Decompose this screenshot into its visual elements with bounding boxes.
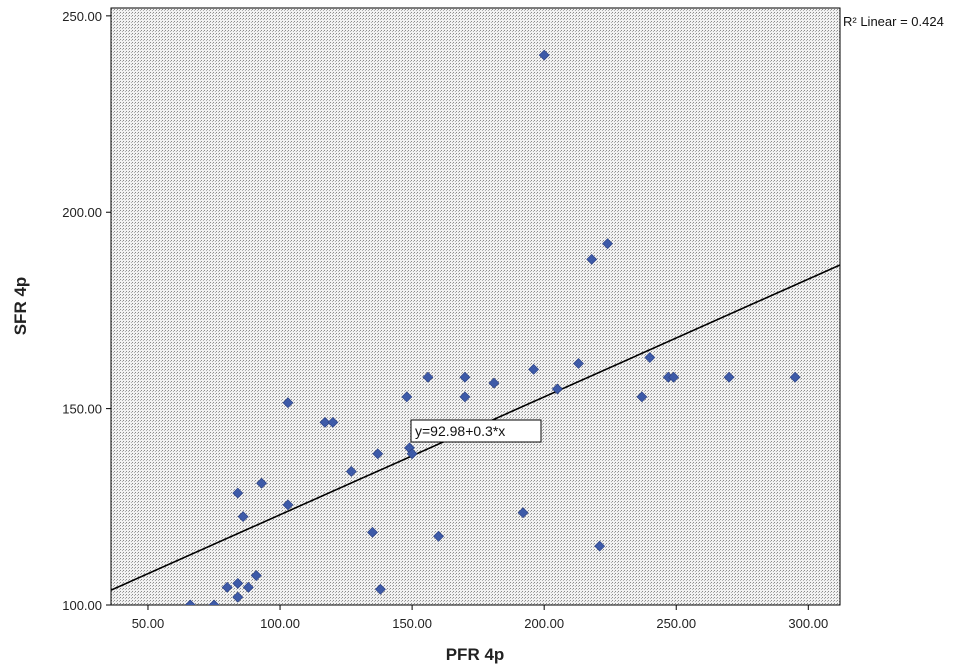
data-point xyxy=(208,599,220,605)
x-tick-label: 150.00 xyxy=(392,616,432,631)
x-tick-label: 300.00 xyxy=(788,616,828,631)
data-point xyxy=(789,371,801,383)
x-axis-title: PFR 4p xyxy=(446,645,505,664)
plot-area xyxy=(110,7,841,606)
data-point xyxy=(345,466,357,477)
r2-linear-label: R² Linear = 0.424 xyxy=(843,14,944,29)
y-tick-label: 250.00 xyxy=(62,9,102,24)
y-tick-label: 200.00 xyxy=(62,205,102,220)
data-point xyxy=(401,391,413,403)
data-point xyxy=(644,352,656,363)
data-point xyxy=(586,253,598,265)
data-point xyxy=(232,487,244,499)
data-point xyxy=(232,577,244,589)
y-tick-label: 100.00 xyxy=(62,598,102,613)
data-point xyxy=(237,511,249,523)
x-tick-label: 100.00 xyxy=(260,616,300,631)
y-axis-title: SFR 4p xyxy=(11,277,30,336)
data-point xyxy=(551,383,563,395)
data-point xyxy=(422,371,434,383)
data-point xyxy=(232,591,244,603)
data-point xyxy=(517,507,529,519)
data-point xyxy=(319,416,331,428)
data-point xyxy=(184,599,196,605)
data-point xyxy=(594,540,606,552)
data-point xyxy=(282,499,294,511)
y-tick-label: 150.00 xyxy=(62,402,102,417)
x-tick-label: 250.00 xyxy=(656,616,696,631)
data-point xyxy=(282,397,294,409)
fit-equation-label: y=92.98+0.3*x xyxy=(415,423,505,439)
data-point xyxy=(538,49,550,61)
data-point xyxy=(636,391,648,403)
data-point xyxy=(242,581,254,593)
data-point xyxy=(374,583,386,595)
data-point xyxy=(372,448,384,460)
data-point xyxy=(459,371,471,383)
data-point xyxy=(723,371,735,383)
x-tick-label: 200.00 xyxy=(524,616,564,631)
data-point xyxy=(668,371,680,383)
data-point xyxy=(433,530,444,542)
data-point xyxy=(602,238,613,250)
data-point xyxy=(459,391,471,403)
data-points xyxy=(184,49,801,605)
fit-equation-box: y=92.98+0.3*x xyxy=(410,419,542,443)
data-point xyxy=(406,448,418,460)
data-point xyxy=(327,416,339,428)
data-point xyxy=(256,477,267,489)
x-tick-label: 50.00 xyxy=(132,616,165,631)
data-point xyxy=(573,358,584,369)
data-point xyxy=(221,581,233,593)
fit-equation-frame xyxy=(410,419,542,443)
data-point xyxy=(250,570,262,581)
data-point xyxy=(367,526,378,538)
data-point xyxy=(488,377,500,389)
axis-ticks: 50.00 100.00 150.00 200.00 250.00 300.00 100.0… xyxy=(62,9,828,631)
data-point xyxy=(528,363,540,375)
